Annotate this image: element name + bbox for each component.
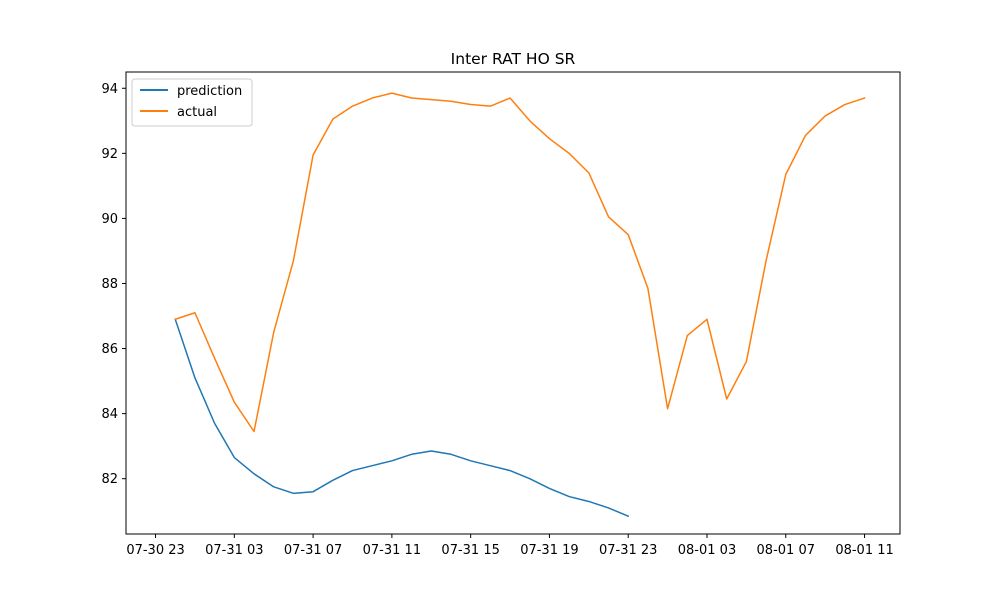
series-line-actual — [174, 92, 866, 433]
series-line-prediction — [174, 318, 630, 518]
x-tick-label: 07-31 07 — [284, 543, 342, 558]
x-tick-label: 07-31 15 — [441, 543, 499, 558]
y-tick-label: 84 — [101, 407, 118, 422]
x-tick-label: 07-30 23 — [126, 543, 184, 558]
x-tick-label: 07-31 23 — [599, 543, 657, 558]
y-axis: 82 84 86 88 90 92 94 — [101, 82, 126, 487]
y-tick-label: 92 — [101, 147, 118, 162]
y-tick-label: 86 — [101, 342, 118, 357]
y-tick-label: 94 — [101, 82, 118, 97]
y-tick-label: 88 — [101, 277, 118, 292]
x-tick-label: 08-01 11 — [835, 543, 893, 558]
x-tick-label: 08-01 07 — [757, 543, 815, 558]
x-tick-label: 07-31 11 — [363, 543, 421, 558]
y-tick-label: 90 — [101, 212, 118, 227]
x-tick-label: 07-31 03 — [205, 543, 263, 558]
x-tick-label: 07-31 19 — [520, 543, 578, 558]
series-layer — [174, 92, 866, 518]
x-tick-label: 08-01 03 — [678, 543, 736, 558]
legend-label-prediction: prediction — [177, 84, 242, 99]
plot-frame — [125, 71, 901, 535]
x-axis: 07-30 23 07-31 03 07-31 07 07-31 11 07-31 15… — [126, 534, 894, 558]
y-tick-label: 82 — [101, 472, 118, 487]
chart-title: Inter RAT HO SR — [451, 50, 576, 68]
legend: prediction actual — [131, 78, 253, 127]
legend-label-actual: actual — [177, 105, 217, 120]
